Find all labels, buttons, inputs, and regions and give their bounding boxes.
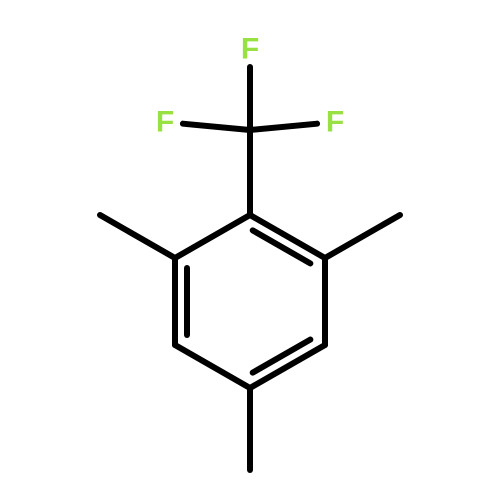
atom-label: F bbox=[326, 106, 344, 139]
bond bbox=[100, 215, 175, 258]
bond bbox=[175, 345, 250, 388]
bond bbox=[183, 124, 250, 130]
bond bbox=[250, 124, 317, 130]
atom-label: F bbox=[156, 106, 174, 139]
atom-label: F bbox=[241, 33, 259, 66]
molecule-diagram: F F F bbox=[0, 0, 500, 500]
bond bbox=[325, 215, 400, 258]
bond bbox=[175, 215, 250, 258]
